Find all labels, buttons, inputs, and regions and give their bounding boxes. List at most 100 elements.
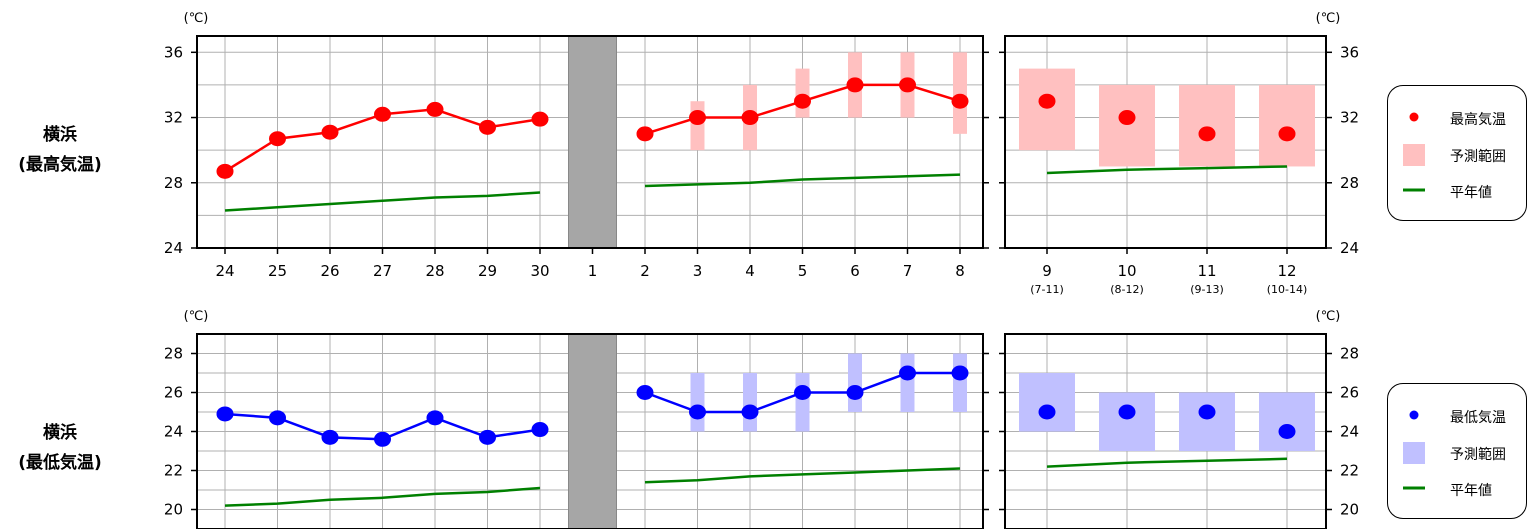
range-box <box>1099 392 1155 451</box>
legend-label: 最高気温 <box>1450 112 1506 128</box>
temp-point <box>531 422 549 438</box>
row-label-min-city: 横浜 <box>43 423 77 443</box>
y-tick-label: 26 <box>1340 384 1359 402</box>
y-tick-label: 20 <box>1340 501 1359 519</box>
temp-point <box>689 404 706 420</box>
y-tick-label: 24 <box>1340 423 1359 441</box>
plot-frame-daily <box>196 35 984 249</box>
y-tick-label: 24 <box>164 423 183 441</box>
range-box-icon <box>1403 144 1425 166</box>
temp-point <box>1118 110 1136 126</box>
y-tick-label: 28 <box>1340 345 1359 363</box>
y-tick-label: 28 <box>164 174 183 192</box>
temp-point <box>216 163 234 179</box>
range-bar <box>848 353 862 412</box>
y-tick-label: 36 <box>164 43 183 61</box>
y-tick-label: 32 <box>164 109 183 127</box>
temp-point <box>1278 126 1296 142</box>
normal-line <box>224 191 541 212</box>
x-sub-label: (10-14) <box>1267 283 1308 296</box>
legend-min: 最低気温 予測範囲 平年値 <box>1387 383 1527 519</box>
y-tick-label: 26 <box>164 384 183 402</box>
unit-label: (℃) <box>1316 11 1341 26</box>
y-tick-label: 28 <box>1340 174 1359 192</box>
legend-item-max-temp: 最高気温 <box>1388 106 1528 132</box>
y-tick-label: 20 <box>164 501 183 519</box>
x-tick-label: 25 <box>268 262 287 280</box>
row-label-min: 横浜 (最低気温) <box>6 418 114 478</box>
temp-point <box>426 410 444 426</box>
x-tick-label: 1 <box>588 262 598 280</box>
temp-point <box>1198 404 1216 420</box>
y-tick-label: 24 <box>164 239 183 257</box>
temp-point <box>1118 404 1136 420</box>
x-tick-label: 11 <box>1197 262 1216 280</box>
row-label-max-city: 横浜 <box>43 125 77 145</box>
row-label-min-kind: (最低気温) <box>18 453 102 473</box>
temp-point <box>899 77 916 93</box>
marker-dot-icon <box>1409 410 1419 420</box>
unit-label: (℃) <box>184 309 209 324</box>
plot-frame-weekly <box>1004 35 1327 249</box>
temp-point <box>269 410 286 426</box>
x-tick-label: 4 <box>745 262 755 280</box>
missing-day-band <box>568 35 617 249</box>
range-box <box>1179 84 1235 167</box>
temp-point <box>531 111 549 127</box>
temp-point <box>846 77 864 93</box>
normal-line <box>644 173 961 188</box>
y-tick-label: 22 <box>1340 462 1359 480</box>
y-tick-label: 28 <box>164 345 183 363</box>
range-bar <box>743 373 757 432</box>
x-sub-label: (9-13) <box>1190 283 1224 296</box>
temp-point <box>1198 126 1216 142</box>
temp-point <box>741 110 759 126</box>
marker-dot-icon <box>1409 112 1419 122</box>
y-tick-label: 22 <box>164 462 183 480</box>
temp-point <box>374 106 391 122</box>
normal-line <box>1046 165 1288 175</box>
temp-point <box>216 406 234 422</box>
normal-line <box>644 467 961 484</box>
legend-label: 平年値 <box>1450 483 1492 499</box>
y-tick-label: 24 <box>1340 239 1359 257</box>
x-tick-label: 24 <box>215 262 234 280</box>
normal-line-icon <box>1403 188 1425 192</box>
range-box <box>1019 373 1075 432</box>
range-box <box>1099 84 1155 167</box>
temp-point <box>321 429 339 445</box>
x-tick-label: 28 <box>425 262 444 280</box>
x-tick-label: 9 <box>1042 262 1052 280</box>
legend-item-min-temp: 最低気温 <box>1388 404 1528 430</box>
temp-point <box>479 429 496 445</box>
range-bar <box>953 353 967 412</box>
x-tick-label: 6 <box>850 262 860 280</box>
x-tick-label: 27 <box>373 262 392 280</box>
temp-point <box>636 385 654 400</box>
missing-day-band <box>568 333 617 529</box>
x-tick-label: 5 <box>798 262 808 280</box>
range-box-icon <box>1403 442 1425 464</box>
legend-label: 予測範囲 <box>1450 447 1506 463</box>
temp-point <box>1038 404 1056 420</box>
unit-label: (℃) <box>184 11 209 26</box>
x-tick-label: 26 <box>320 262 339 280</box>
range-bar <box>953 52 967 134</box>
temp-point <box>951 365 969 381</box>
range-bar <box>900 353 915 412</box>
x-tick-label: 2 <box>640 262 650 280</box>
x-tick-label: 7 <box>903 262 913 280</box>
temp-point <box>794 385 811 400</box>
row-label-max-kind: (最高気温) <box>18 155 102 175</box>
x-tick-label: 12 <box>1277 262 1296 280</box>
x-tick-label: 3 <box>693 262 703 280</box>
temp-point <box>846 385 864 400</box>
temp-point <box>321 124 339 140</box>
range-bar <box>795 373 810 432</box>
temp-point <box>1278 424 1296 439</box>
legend-label: 最低気温 <box>1450 410 1506 426</box>
range-bar <box>690 101 705 151</box>
temp-point <box>636 126 654 142</box>
row-label-max: 横浜 (最高気温) <box>6 120 114 180</box>
